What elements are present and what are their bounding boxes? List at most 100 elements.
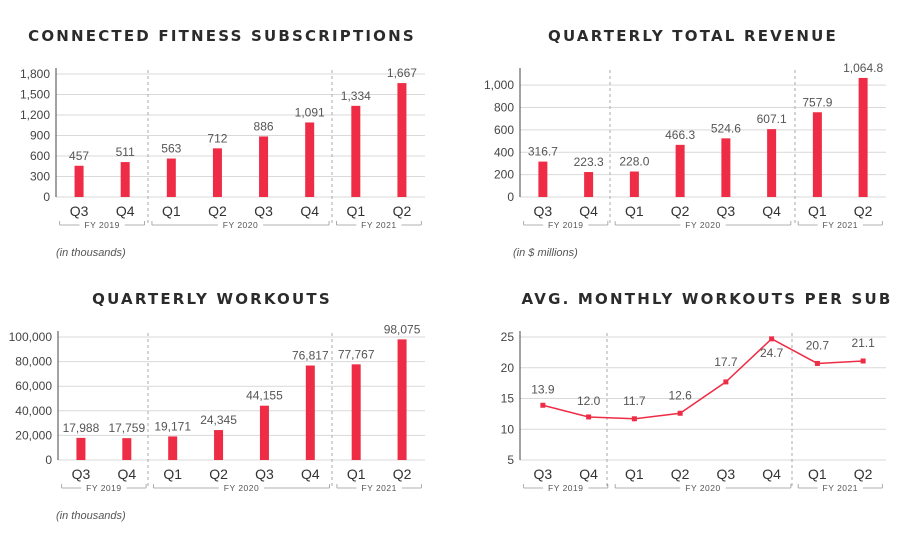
fiscal-year-label: FY 2019 <box>86 483 121 493</box>
chart-4: AVG. MONTHLY WORKOUTS PER SUB 5 10 15 20 25 13… <box>501 290 893 493</box>
x-tick-label: Q3 <box>534 466 553 482</box>
bar <box>397 339 407 460</box>
data-point <box>586 414 592 420</box>
x-tick-label: Q3 <box>72 466 91 482</box>
data-point <box>769 336 775 342</box>
bar <box>767 129 777 197</box>
bar <box>259 136 269 197</box>
data-label: 12.6 <box>668 388 692 402</box>
bar <box>212 148 222 197</box>
y-tick-label: 0 <box>45 453 52 467</box>
x-tick-label: Q2 <box>671 203 690 219</box>
x-tick-label: Q1 <box>346 203 365 219</box>
data-label: 1,091 <box>295 105 325 119</box>
x-tick-label: Q2 <box>854 466 873 482</box>
x-tick-label: Q3 <box>717 466 736 482</box>
chart-2: QUARTERLY TOTAL REVENUE 0 200 400 600 800 1,00… <box>484 27 886 259</box>
x-tick-label: Q3 <box>534 203 553 219</box>
bar <box>721 138 731 197</box>
data-label: 76,817 <box>292 349 329 363</box>
x-tick-label: Q3 <box>717 203 736 219</box>
fiscal-year-label: FY 2019 <box>84 220 119 230</box>
x-tick-label: Q3 <box>70 203 89 219</box>
bar <box>214 430 224 460</box>
chart-3: QUARTERLY WORKOUTS 0 20,000 40,000 60,000 80,… <box>9 290 425 522</box>
x-tick-label: Q1 <box>625 203 644 219</box>
bar <box>351 105 361 197</box>
bar <box>76 437 86 460</box>
y-tick-label: 10 <box>501 422 515 436</box>
x-tick-label: Q2 <box>393 203 412 219</box>
x-tick-label: Q3 <box>254 203 273 219</box>
y-tick-label: 800 <box>494 101 514 115</box>
bar <box>397 83 407 197</box>
x-tick-label: Q2 <box>209 466 228 482</box>
y-tick-label: 600 <box>494 123 514 137</box>
y-tick-label: 900 <box>30 129 50 143</box>
data-label: 77,767 <box>338 347 375 361</box>
x-tick-label: Q4 <box>116 203 135 219</box>
y-tick-label: 60,000 <box>15 379 52 393</box>
data-label: 13.9 <box>531 382 555 396</box>
chart-title: CONNECTED FITNESS SUBSCRIPTIONS <box>28 27 416 45</box>
fiscal-year-label: FY 2019 <box>548 483 583 493</box>
x-tick-label: Q1 <box>163 466 182 482</box>
x-tick-label: Q4 <box>579 466 598 482</box>
data-point <box>860 358 866 364</box>
x-tick-label: Q1 <box>808 466 827 482</box>
bar <box>538 161 548 197</box>
x-tick-label: Q4 <box>762 203 781 219</box>
bar <box>120 162 130 197</box>
data-label: 712 <box>207 131 227 145</box>
x-tick-label: Q2 <box>393 466 412 482</box>
y-tick-label: 1,200 <box>20 108 50 122</box>
data-label: 1,667 <box>387 66 417 80</box>
bar <box>166 158 176 197</box>
bar <box>629 171 639 197</box>
data-point <box>677 410 683 416</box>
fiscal-year-label: FY 2021 <box>361 220 396 230</box>
fiscal-year-label: FY 2020 <box>223 220 258 230</box>
data-label: 12.0 <box>577 394 601 408</box>
x-tick-label: Q2 <box>208 203 227 219</box>
data-label: 17,988 <box>63 421 100 435</box>
data-label: 11.7 <box>623 394 646 408</box>
data-label: 223.3 <box>574 155 604 169</box>
bar <box>858 77 868 197</box>
y-tick-label: 20 <box>501 361 515 375</box>
y-tick-label: 1,500 <box>20 88 50 102</box>
series-line <box>542 337 864 420</box>
fiscal-year-label: FY 2021 <box>823 220 858 230</box>
y-tick-label: 100,000 <box>9 330 53 344</box>
fiscal-year-label: FY 2021 <box>823 483 858 493</box>
data-label: 757.9 <box>802 95 832 109</box>
y-tick-label: 1,800 <box>20 67 50 81</box>
x-tick-label: Q4 <box>579 203 598 219</box>
data-label: 24.7 <box>760 346 784 360</box>
y-tick-label: 300 <box>30 170 50 184</box>
y-tick-label: 25 <box>501 330 515 344</box>
data-label: 17,759 <box>108 421 145 435</box>
bar <box>122 438 132 460</box>
bar <box>351 364 361 460</box>
x-tick-label: Q4 <box>117 466 136 482</box>
y-tick-label: 5 <box>507 453 514 467</box>
bar <box>812 112 822 197</box>
y-tick-label: 80,000 <box>15 355 52 369</box>
y-tick-label: 20,000 <box>15 428 52 442</box>
bar <box>584 172 594 197</box>
data-label: 1,334 <box>341 89 371 103</box>
data-label: 607.1 <box>757 112 787 126</box>
data-label: 17.7 <box>714 355 738 369</box>
chart-title: AVG. MONTHLY WORKOUTS PER SUB <box>522 290 893 308</box>
x-tick-label: Q1 <box>625 466 644 482</box>
x-tick-label: Q1 <box>347 466 366 482</box>
units-note: (in thousands) <box>56 247 126 259</box>
x-tick-label: Q3 <box>255 466 274 482</box>
y-tick-label: 0 <box>43 190 50 204</box>
bar <box>675 144 685 197</box>
y-tick-label: 400 <box>494 145 514 159</box>
x-tick-label: Q1 <box>162 203 181 219</box>
data-label: 24,345 <box>200 413 237 427</box>
chart-1: CONNECTED FITNESS SUBSCRIPTIONS 0 300 600 90… <box>20 27 425 259</box>
